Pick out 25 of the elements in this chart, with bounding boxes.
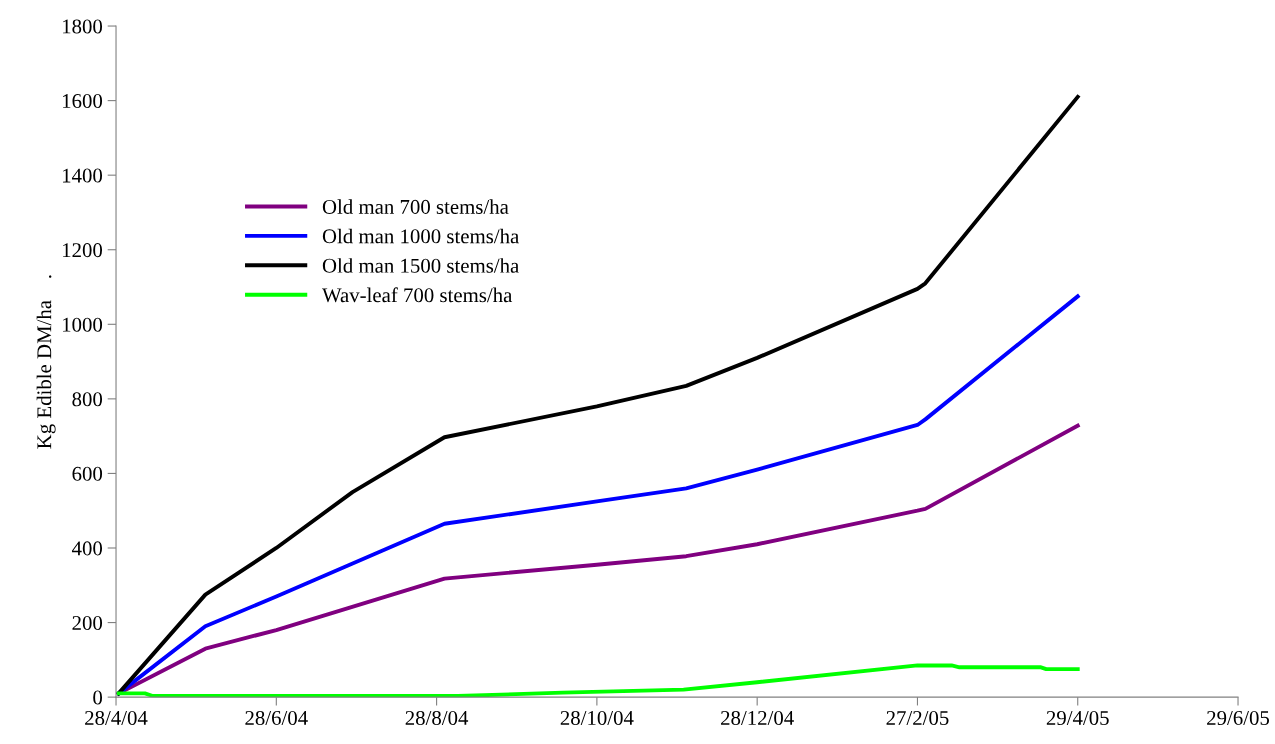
legend-label: Old man 1500 stems/ha [322, 258, 520, 273]
y-tick-label: 1800 [63, 19, 103, 34]
y-tick-label: 1000 [63, 317, 103, 332]
x-tick-label: 27/2/05 [886, 710, 949, 725]
y-tick-label: 1200 [63, 243, 103, 258]
legend-label: Wav-leaf 700 stems/ha [321, 287, 513, 303]
x-tick-label: 28/6/04 [245, 710, 308, 725]
legend-label: Old man 1000 stems/ha [322, 228, 520, 244]
y-tick-label: 0 [93, 690, 103, 705]
y-tick-label: 1400 [63, 168, 103, 183]
y-tick-label: 1600 [63, 93, 103, 109]
y-tick-label: 400 [71, 541, 103, 556]
line-series [116, 663, 1080, 698]
x-tick-label: 28/10/04 [560, 710, 634, 725]
y-tick-label: 800 [72, 392, 103, 407]
x-tick-label: 28/12/04 [721, 710, 794, 725]
x-tick-label: 29/6/05 [1207, 710, 1270, 725]
x-tick-label: 28/8/04 [405, 710, 469, 725]
x-tick-label: 29/4/05 [1046, 710, 1109, 725]
y-tick-label: 200 [72, 615, 103, 630]
line-series [116, 94, 1080, 696]
x-tick-label: 28/4/04 [85, 710, 148, 725]
legend-label: Old man 700 stems/ha [322, 199, 509, 214]
y-axis-title: Kg Edible DM/ha . [36, 275, 56, 449]
y-tick-label: 600 [72, 466, 103, 481]
